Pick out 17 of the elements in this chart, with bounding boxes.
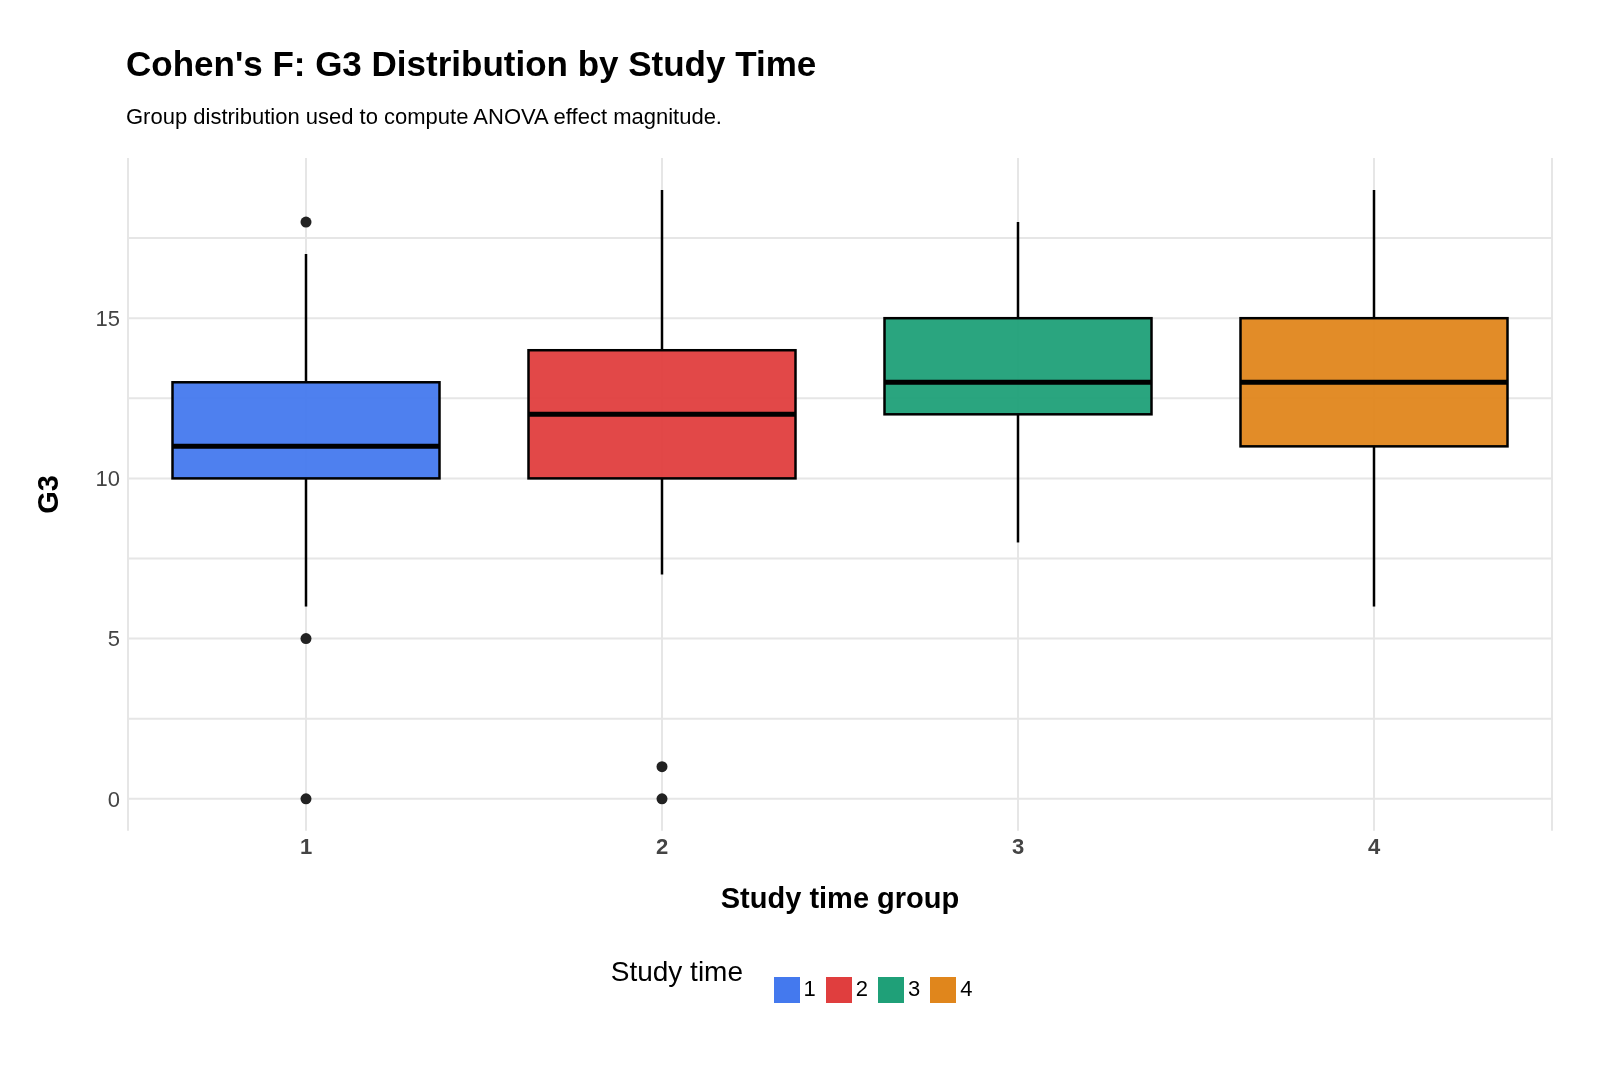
y-tick-label: 0 [107,786,120,812]
chart-subtitle: Group distribution used to compute ANOVA effect magnitude. [126,104,722,130]
y-axis-title: G3 [32,475,65,514]
y-tick-label: 15 [95,306,120,331]
chart-title: Cohen's F: G3 Distribution by Study Time [126,44,817,84]
legend-title: Study time [609,956,743,988]
x-axis-title: Study time group [720,881,960,914]
legend-label: 1 [803,975,816,1001]
legend-label: 4 [960,975,973,1001]
x-tick-label: 4 [1367,834,1381,860]
legend-label: 3 [908,975,921,1001]
x-tick-label: 1 [299,834,313,860]
x-tick-label: 3 [1011,834,1025,860]
y-tick-label: 10 [95,466,120,492]
x-tick-label: 2 [655,834,669,860]
y-tick-label: 5 [107,626,120,652]
legend-label: 2 [855,975,868,1001]
